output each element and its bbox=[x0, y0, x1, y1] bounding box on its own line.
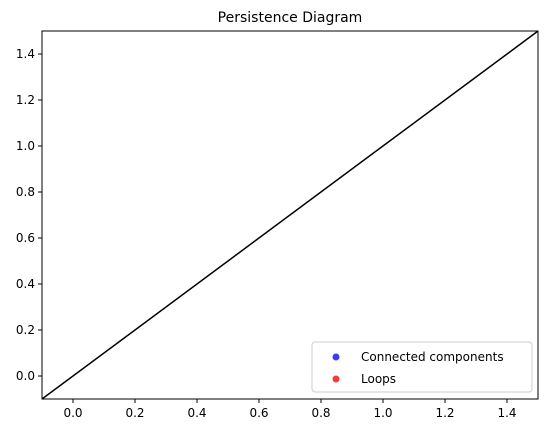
y-tick-label: 0.0 bbox=[16, 369, 35, 383]
x-tick-label: 0.0 bbox=[63, 406, 82, 420]
y-tick-label: 0.2 bbox=[16, 323, 35, 337]
y-tick-label: 0.4 bbox=[16, 277, 35, 291]
x-tick-label: 1.0 bbox=[373, 406, 392, 420]
y-tick-label: 0.6 bbox=[16, 231, 35, 245]
x-tick-label: 0.6 bbox=[249, 406, 268, 420]
legend: Connected components Loops bbox=[311, 341, 533, 393]
legend-label: Loops bbox=[361, 372, 396, 386]
diagonal-line bbox=[41, 30, 539, 400]
x-tick-label: 1.2 bbox=[435, 406, 454, 420]
y-tick-label: 0.8 bbox=[16, 185, 35, 199]
y-tick-label: 1.2 bbox=[16, 93, 35, 107]
x-tick-label: 0.8 bbox=[311, 406, 330, 420]
y-tick-label: 1.4 bbox=[16, 47, 35, 61]
legend-marker bbox=[332, 353, 340, 361]
x-tick-label: 0.2 bbox=[125, 406, 144, 420]
x-tick-label: 1.4 bbox=[497, 406, 516, 420]
legend-label: Connected components bbox=[361, 350, 504, 364]
legend-box bbox=[311, 341, 533, 393]
chart-title: Persistence Diagram bbox=[218, 10, 363, 26]
plot-frame bbox=[41, 30, 539, 400]
x-tick-label: 0.4 bbox=[187, 406, 206, 420]
y-tick-label: 1.0 bbox=[16, 139, 35, 153]
legend-marker bbox=[332, 375, 340, 383]
y-axis: 0.0 0.2 0.4 0.6 0.8 1.0 1.2 1.4 bbox=[16, 47, 42, 383]
x-axis: 0.0 0.2 0.4 0.6 0.8 1.0 1.2 1.4 bbox=[63, 399, 517, 420]
